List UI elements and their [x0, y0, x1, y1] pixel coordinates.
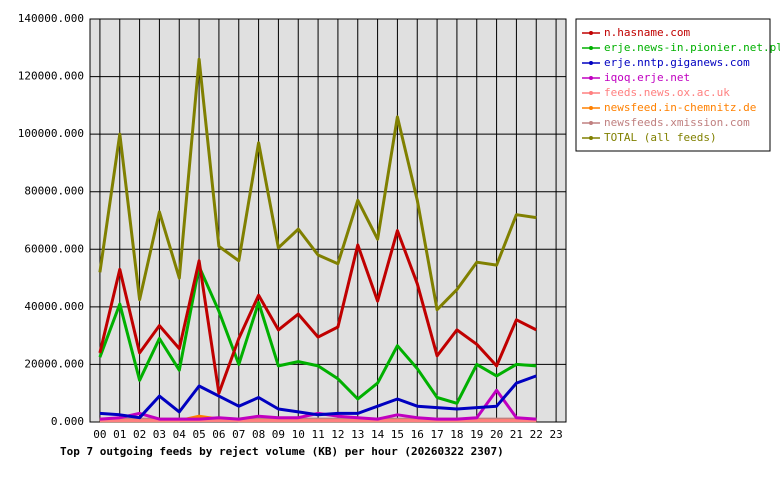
legend-dot [589, 106, 593, 110]
x-tick-label: 01 [113, 428, 126, 441]
x-tick-label: 13 [351, 428, 364, 441]
y-tick-label: 140000.000 [18, 12, 84, 25]
y-tick-label: 40000.000 [24, 300, 84, 313]
x-tick-label: 05 [192, 428, 205, 441]
series-line [98, 57, 537, 312]
x-tick-label: 17 [430, 428, 443, 441]
legend-dot [589, 91, 593, 95]
series-line [98, 229, 537, 395]
legend-label: newsfeed.in-chemnitz.de [604, 101, 756, 114]
x-tick-label: 16 [411, 428, 424, 441]
legend-dot [589, 76, 593, 80]
y-tick-label: 60000.000 [24, 242, 84, 255]
x-tick-label: 15 [391, 428, 404, 441]
legend-label: erje.news-in.pionier.net.pl [604, 41, 780, 54]
legend-dot [589, 31, 593, 35]
y-tick-label: 20000.000 [24, 357, 84, 370]
legend-dot [589, 121, 593, 125]
x-tick-label: 02 [133, 428, 146, 441]
legend-label: newsfeeds.xmission.com [604, 116, 750, 129]
x-tick-label: 12 [331, 428, 344, 441]
legend-label: n.hasname.com [604, 26, 690, 39]
x-tick-label: 07 [232, 428, 245, 441]
x-tick-label: 09 [272, 428, 285, 441]
legend-label: erje.nntp.giganews.com [604, 56, 750, 69]
x-tick-label: 04 [173, 428, 187, 441]
legend-label: TOTAL (all feeds) [604, 131, 717, 144]
legend-label: feeds.news.ox.ac.uk [604, 86, 730, 99]
legend-dot [589, 136, 593, 140]
y-tick-label: 0.000 [51, 415, 84, 428]
x-tick-label: 21 [510, 428, 523, 441]
x-tick-label: 22 [530, 428, 543, 441]
series-line [99, 374, 537, 420]
x-tick-label: 19 [470, 428, 483, 441]
legend-box [575, 18, 771, 152]
x-tick-label: 23 [549, 428, 562, 441]
legend-label: iqoq.erje.net [604, 71, 690, 84]
chart-title: Top 7 outgoing feeds by reject volume (K… [60, 445, 504, 458]
x-tick-label: 10 [292, 428, 305, 441]
x-tick-label: 18 [450, 428, 463, 441]
x-tick-label: 11 [311, 428, 324, 441]
x-tick-label: 08 [252, 428, 265, 441]
legend-dot [589, 46, 593, 50]
x-tick-label: 00 [93, 428, 106, 441]
series-line [98, 265, 537, 405]
y-tick-label: 120000.000 [18, 70, 84, 83]
legend-dot [589, 61, 593, 65]
x-tick-label: 20 [490, 428, 503, 441]
y-tick-label: 80000.000 [24, 185, 84, 198]
x-tick-label: 03 [153, 428, 166, 441]
y-tick-label: 100000.000 [18, 127, 84, 140]
x-tick-label: 06 [212, 428, 225, 441]
x-tick-label: 14 [371, 428, 385, 441]
